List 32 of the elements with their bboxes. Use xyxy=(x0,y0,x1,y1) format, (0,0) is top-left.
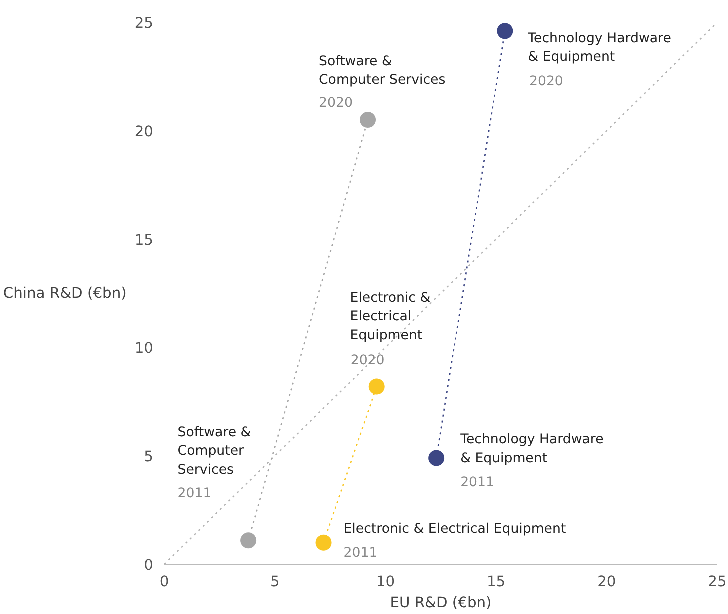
y-tick-label: 10 xyxy=(134,340,154,358)
point xyxy=(240,532,257,549)
point xyxy=(360,112,376,128)
y-tick-label: 20 xyxy=(134,123,154,140)
point xyxy=(316,534,332,551)
annotation: 2020 xyxy=(529,74,564,90)
annotation: Electronic & Electrical Equipment xyxy=(344,522,566,537)
x-tick-label: 0 xyxy=(160,574,170,590)
annotation: 2011 xyxy=(460,475,494,490)
y-tick-label: 25 xyxy=(134,15,154,32)
x-tick-label: 10 xyxy=(376,574,396,590)
annotation: Technology Hardware & Equipment xyxy=(527,31,672,66)
x-axis-title: EU R&D (€bn) xyxy=(390,594,492,612)
annotation: 2011 xyxy=(344,546,378,561)
y-tick-label: 0 xyxy=(144,557,154,574)
x-tick-label: 20 xyxy=(598,574,616,590)
y-tick-label: 15 xyxy=(134,232,154,249)
annotation: Software & Computer Services xyxy=(178,425,252,478)
y-axis-title: China R&D (€bn) xyxy=(3,285,127,302)
x-tick-label: 15 xyxy=(486,574,506,590)
annotation: Electronic & Electrical Equipment xyxy=(350,290,431,344)
point xyxy=(497,23,514,40)
x-tick-label: 25 xyxy=(708,574,727,590)
y-tick-label: 5 xyxy=(144,448,154,466)
x-tick-label: 5 xyxy=(270,574,280,590)
annotation: Software & Computer Services xyxy=(319,54,446,88)
annotation: 2020 xyxy=(350,354,385,369)
point xyxy=(368,378,385,395)
annotation: 2011 xyxy=(178,486,212,502)
annotation: 2020 xyxy=(319,96,353,112)
annotation: Technology Hardware & Equipment xyxy=(460,432,604,466)
point xyxy=(428,450,445,466)
